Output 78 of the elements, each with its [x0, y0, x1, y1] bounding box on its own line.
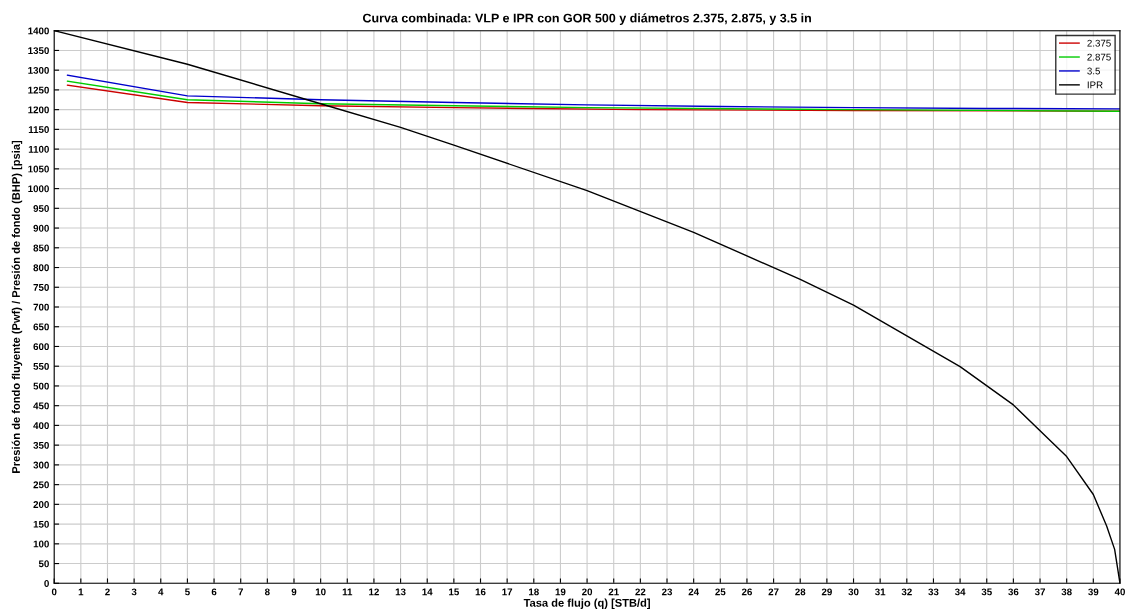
chart-title: Curva combinada: VLP e IPR con GOR 500 y diámetros 2.375, 2.875, y 3.5 in — [362, 13, 811, 25]
x-tick-label: 30 — [848, 588, 859, 596]
x-tick-label: 18 — [529, 588, 539, 596]
x-tick-label: 2 — [105, 588, 110, 596]
x-tick-label: 15 — [449, 588, 459, 596]
y-tick-label: 200 — [33, 501, 49, 508]
x-tick-label: 20 — [582, 588, 593, 596]
x-tick-label: 32 — [901, 588, 912, 596]
x-tick-label: 31 — [874, 588, 886, 596]
y-tick-label: 850 — [33, 244, 49, 252]
y-tick-label: 300 — [33, 461, 49, 469]
legend-label: 2.875 — [1087, 53, 1111, 61]
y-tick-label: 1100 — [28, 145, 49, 153]
x-tick-label: 9 — [291, 588, 297, 596]
x-tick-label: 19 — [555, 588, 566, 596]
x-tick-label: 25 — [715, 588, 726, 596]
y-tick-label: 650 — [33, 323, 49, 331]
x-tick-label: 38 — [1061, 588, 1072, 596]
y-tick-label: 1350 — [28, 47, 49, 55]
y-tick-label: 350 — [33, 441, 49, 449]
y-tick-label: 100 — [33, 540, 49, 548]
x-tick-label: 39 — [1088, 588, 1099, 596]
x-tick-label: 40 — [1114, 588, 1125, 596]
y-tick-label: 550 — [33, 362, 49, 370]
x-tick-label: 16 — [475, 588, 486, 596]
x-tick-label: 28 — [795, 588, 806, 596]
y-tick-label: 1200 — [28, 106, 49, 114]
x-tick-label: 6 — [211, 588, 217, 596]
x-tick-label: 11 — [342, 588, 353, 596]
x-tick-label: 14 — [422, 588, 433, 596]
x-tick-label: 13 — [395, 588, 406, 596]
y-tick-label: 150 — [33, 520, 49, 528]
x-tick-label: 26 — [741, 588, 752, 596]
y-tick-label: 1300 — [28, 66, 49, 74]
y-tick-label: 900 — [33, 224, 49, 232]
x-tick-label: 7 — [238, 588, 243, 596]
x-tick-label: 4 — [158, 588, 164, 596]
x-tick-label: 34 — [954, 588, 966, 596]
y-tick-label: 400 — [33, 422, 49, 430]
x-tick-label: 29 — [821, 588, 832, 596]
y-axis-title: Presión de fondo fluyente (Pwf) / Presión de fondo (BHP) [psia] — [11, 140, 23, 473]
line-series — [66, 74, 1120, 110]
x-tick-label: 1 — [78, 588, 84, 596]
y-tick-label: 1050 — [28, 165, 49, 173]
legend-label: IPR — [1087, 81, 1103, 89]
x-tick-label: 12 — [369, 588, 379, 596]
x-tick-label: 27 — [768, 588, 779, 596]
y-tick-label: 1000 — [28, 185, 49, 193]
y-tick-label: 1400 — [28, 27, 49, 35]
y-tick-label: 450 — [33, 402, 49, 410]
y-tick-label: 750 — [33, 284, 49, 291]
x-axis-title: Tasa de flujo (q) [STB/d] — [523, 598, 650, 609]
y-tick-label: 0 — [44, 580, 49, 587]
y-tick-label: 1150 — [28, 126, 49, 133]
legend-label: 3.5 — [1087, 67, 1100, 75]
x-tick-label: 0 — [51, 588, 57, 596]
x-tick-label: 36 — [1008, 588, 1019, 596]
y-tick-label: 800 — [33, 264, 49, 272]
y-tick-label: 250 — [33, 481, 49, 489]
x-tick-label: 33 — [928, 588, 939, 596]
x-tick-label: 37 — [1034, 588, 1046, 596]
x-tick-label: 17 — [502, 588, 513, 596]
y-tick-label: 500 — [33, 382, 49, 390]
y-tick-label: 600 — [33, 343, 49, 351]
y-tick-label: 700 — [33, 303, 49, 311]
x-tick-label: 35 — [981, 588, 992, 596]
x-tick-label: 21 — [608, 588, 619, 596]
y-tick-label: 50 — [38, 560, 49, 568]
legend-label: 2.375 — [1087, 39, 1111, 47]
y-tick-label: 1250 — [28, 86, 49, 94]
x-tick-label: 5 — [185, 588, 190, 596]
x-tick-label: 24 — [688, 588, 700, 596]
x-tick-label: 8 — [264, 588, 270, 596]
x-tick-label: 3 — [131, 588, 137, 596]
x-tick-label: 22 — [635, 588, 646, 596]
x-tick-label: 23 — [661, 588, 673, 596]
x-tick-label: 10 — [315, 588, 326, 596]
y-tick-label: 950 — [33, 205, 49, 212]
